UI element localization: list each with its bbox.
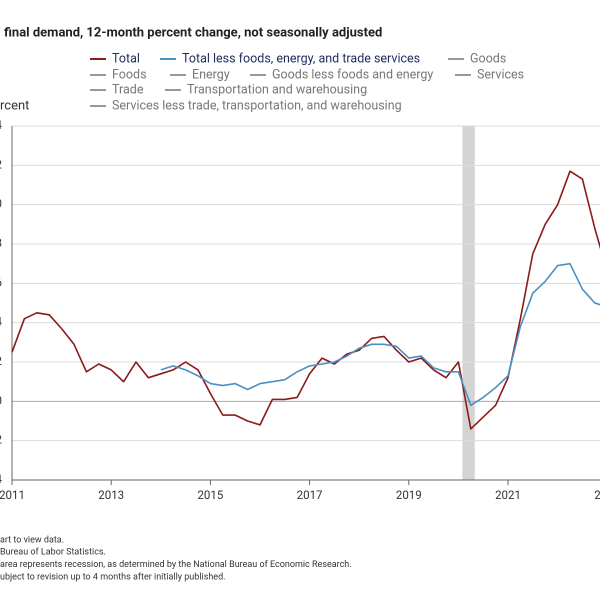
y-tick-label: 6 [0,275,2,289]
x-tick-label: 2011 [0,488,25,502]
x-tick-label: 2021 [495,488,521,502]
x-tick-label: 2015 [197,488,223,502]
footnote: Bureau of Labor Statistics. [0,548,106,558]
y-axis-label: rcent [0,98,29,113]
x-tick-label: 2013 [98,488,124,502]
footnote: art to view data. [0,535,64,545]
y-tick-label: -2 [0,433,3,447]
y-tick-label: 12 [0,157,3,171]
legend-label: Transportation and warehousing [187,82,367,97]
legend-label: Services less trade, transportation, and… [112,98,402,113]
footnote: ubject to revision up to 4 months after … [0,572,226,582]
x-tick-label: 2017 [297,488,323,502]
legend-label: Trade [112,82,144,97]
legend-label: Services [477,67,524,82]
y-tick-label: 4 [0,315,3,329]
series-line [11,170,600,430]
y-tick-label: -4 [0,472,3,486]
legend-label: Total [112,51,140,66]
y-tick-label: 14 [0,118,3,132]
legend-label: Total less foods, energy, and trade serv… [182,51,420,66]
legend-label: Goods [470,51,506,66]
y-tick-label: 2 [0,354,3,368]
x-tick-label: 2023 [594,488,600,502]
y-tick-label: 0 [0,393,2,407]
chart-title: final demand, 12-month percent change, n… [4,25,382,40]
x-tick-label: 2019 [396,488,422,502]
y-tick-label: 8 [0,236,2,250]
footnote: area represents recession, as determined… [0,560,352,570]
legend-label: Goods less foods and energy [272,67,433,82]
legend-label: Foods [112,67,147,82]
series-line [160,262,600,407]
legend-label: Energy [192,67,230,82]
y-tick-label: 10 [0,197,2,211]
